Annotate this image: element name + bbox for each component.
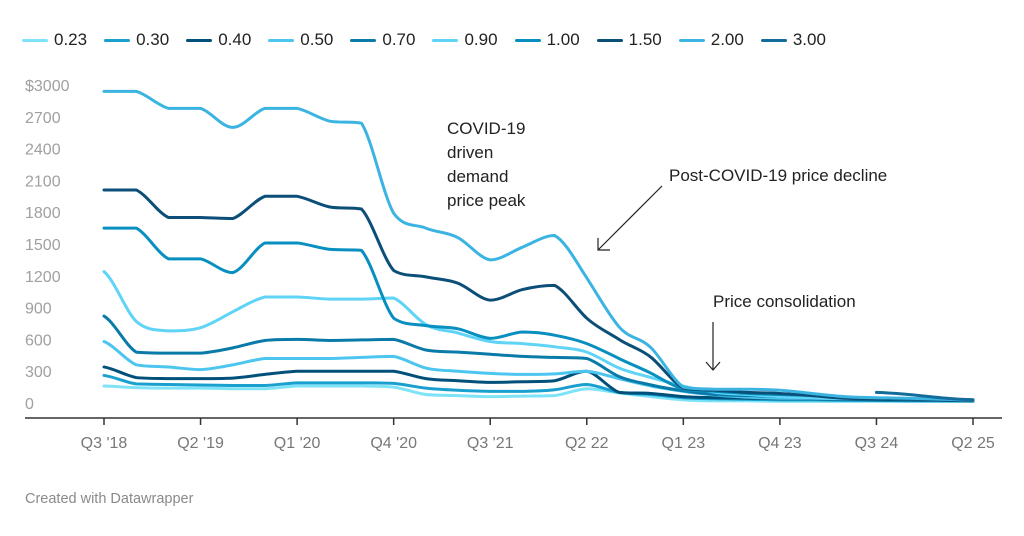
series-line-1-50 — [102, 188, 975, 402]
y-tick-label: $3000 — [25, 78, 70, 95]
y-tick-label: 900 — [25, 301, 52, 318]
y-tick-label: 1800 — [25, 205, 61, 222]
y-tick-label: 2700 — [25, 110, 61, 127]
legend-swatch — [104, 38, 131, 42]
annotation-line: COVID-19 — [447, 119, 525, 138]
y-tick-label: 300 — [25, 364, 52, 381]
legend-item: 0.30 — [104, 30, 169, 50]
legend-swatch — [22, 38, 48, 42]
legend-label: 0.70 — [382, 30, 416, 49]
x-tick-label: Q1 23 — [662, 435, 706, 452]
y-tick-label: 1200 — [25, 269, 61, 286]
price-consolidation-annotation: Price consolidation — [713, 292, 856, 311]
legend-item: 1.50 — [596, 30, 662, 50]
legend-item: 0.70 — [350, 30, 415, 50]
legend-label: 1.50 — [628, 30, 662, 49]
legend-item: 0.23 — [22, 30, 87, 50]
legend-label: 0.50 — [300, 30, 334, 49]
legend-item: 3.00 — [760, 30, 826, 50]
annotation-line: demand — [447, 167, 508, 186]
covid-peak-annotation: COVID-19 driven demand price peak — [447, 119, 530, 210]
x-axis: Q3 '18 Q2 '19 Q1 '20 Q4 '20 Q3 '21 Q2 22 Q1 23… — [25, 417, 1002, 452]
x-tick-label: Q3 '21 — [467, 435, 514, 452]
x-tick-label: Q2 '19 — [177, 435, 224, 452]
legend-item: 0.40 — [186, 30, 251, 50]
legend-swatch — [350, 38, 377, 42]
x-tick-label: Q3 24 — [855, 435, 899, 452]
legend-label: 2.00 — [710, 30, 744, 49]
x-tick-label: Q4 23 — [758, 435, 802, 452]
legend-swatch — [596, 38, 623, 42]
annotation-line: price peak — [447, 191, 526, 210]
y-tick-label: 2400 — [25, 142, 61, 159]
series-line-2-00 — [102, 89, 975, 402]
x-tick-label: Q2 25 — [951, 435, 995, 452]
legend-label: 0.40 — [218, 30, 252, 49]
legend-item: 0.90 — [432, 30, 498, 50]
legend-swatch — [514, 38, 541, 42]
y-tick-label: 1500 — [25, 237, 61, 254]
legend-label: 0.30 — [136, 30, 170, 49]
legend-swatch — [186, 38, 213, 42]
y-tick-label: 600 — [25, 332, 52, 349]
x-tick-label: Q3 '18 — [81, 435, 128, 452]
x-tick-label: Q4 '20 — [370, 435, 417, 452]
legend-swatch — [432, 38, 459, 42]
legend: 0.23 0.30 0.40 0.50 0.70 0.90 1.00 1.50 2.00 3.00 — [22, 30, 843, 50]
y-tick-label: 2100 — [25, 173, 61, 190]
legend-swatch — [760, 38, 787, 42]
x-tick-label: Q1 '20 — [274, 435, 321, 452]
arrow-down-icon — [705, 322, 721, 371]
legend-swatch — [268, 38, 295, 42]
legend-label: 1.00 — [546, 30, 580, 49]
annotation-line: driven — [447, 143, 493, 162]
y-axis: 0 300 600 900 1200 1500 1800 2100 2400 2700 $3000 — [25, 78, 70, 413]
footer-credit: Created with Datawrapper — [25, 491, 194, 507]
legend-item: 1.00 — [514, 30, 580, 50]
y-tick-label: 0 — [25, 396, 34, 413]
legend-swatch — [678, 38, 705, 42]
annotations: COVID-19 driven demand price peak Post-C… — [447, 119, 887, 371]
arrow-down-left-icon — [597, 185, 663, 251]
x-tick-label: Q2 22 — [565, 435, 609, 452]
legend-label: 3.00 — [792, 30, 826, 49]
legend-label: 0.90 — [464, 30, 498, 49]
legend-label: 0.23 — [54, 30, 88, 49]
legend-item: 0.50 — [268, 30, 333, 50]
series-lines — [102, 89, 975, 403]
series-line-3-00 — [874, 390, 975, 402]
post-covid-decline-annotation: Post-COVID-19 price decline — [669, 166, 887, 185]
legend-item: 2.00 — [678, 30, 744, 50]
